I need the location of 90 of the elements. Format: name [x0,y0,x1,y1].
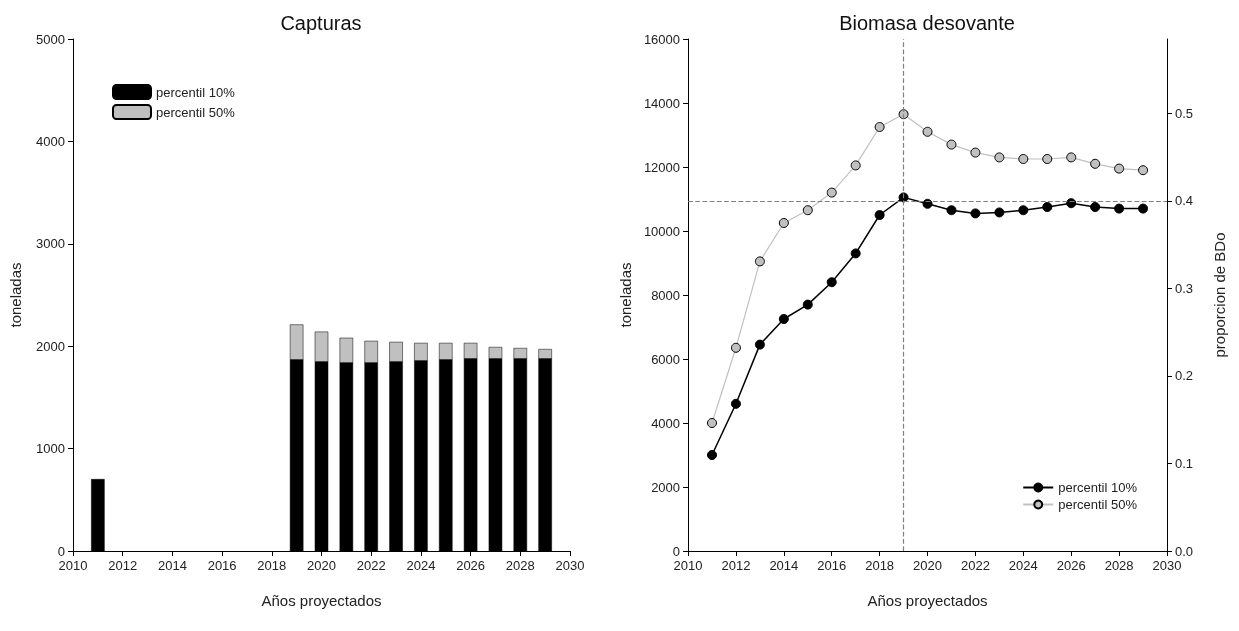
point [1138,165,1149,176]
x-tick-label: 2020 [913,558,942,573]
y2-tick-label: 0.1 [1175,455,1194,471]
point [707,450,717,460]
y-tick-label: 6000 [651,351,681,367]
x-tick-label: 2016 [817,558,847,573]
y-tick-label: 2000 [651,479,681,495]
x-tick-label: 2024 [1008,558,1038,573]
y2-tick-label: 0.3 [1175,280,1194,296]
point [778,218,789,228]
point [778,314,789,324]
x-tick-label: 2012 [108,558,138,573]
x-axis-title: Años proyectados [867,592,988,609]
x-tick-label: 2010 [673,558,703,573]
y2-tick-label: 0.0 [1175,543,1194,559]
y-tick-label: 2000 [36,338,65,354]
point [754,339,765,350]
point [730,398,741,409]
y2-axis-title: proporcion de BDo [1211,232,1228,358]
point [1066,198,1077,209]
y-tick-label: 0 [672,543,681,559]
y-tick-label: 3000 [36,236,65,252]
point [850,160,861,171]
x-tick-label: 2026 [1056,558,1086,573]
x-tick-label: 2022 [356,558,386,573]
y-tick-label: 4000 [36,133,65,149]
legend-label: percentil 10% [156,84,236,100]
point [1114,203,1125,214]
y-tick-label: 5000 [36,31,65,47]
point [1018,154,1029,164]
x-tick-label: 2022 [960,558,990,573]
point [1090,158,1101,169]
point [1042,154,1053,164]
point [802,205,813,216]
point [1066,152,1077,163]
point [874,210,885,220]
y-tick-label: 12000 [643,159,681,175]
point [994,207,1005,218]
point [874,122,885,132]
x-tick-label: 2018 [865,558,895,573]
x-tick-label: 2018 [257,558,287,573]
point [1042,202,1053,212]
x-tick-label: 2024 [406,558,436,573]
y2-tick-label: 0.2 [1175,368,1194,384]
y-axis-title: toneladas [617,262,634,328]
chart-title: Capturas [280,12,362,34]
x-tick-label: 2020 [307,558,336,573]
y-tick-label: 1000 [36,441,65,457]
legend-label: percentil 10% [1058,480,1138,495]
y-tick-label: 16000 [643,31,681,47]
point [946,205,957,216]
x-tick-label: 2026 [456,558,486,573]
y-tick-label: 4000 [651,415,681,431]
x-tick-label: 2028 [1104,558,1134,573]
point [922,198,933,209]
y-axis-title: toneladas [7,262,24,328]
point [994,152,1005,163]
y-tick-label: 10000 [643,223,681,239]
y-tick-label: 0 [57,543,65,559]
legend-label: percentil 50% [156,104,236,120]
x-tick-label: 2014 [157,558,187,573]
point [754,256,765,267]
legend-label: percentil 50% [1058,497,1138,512]
x-tick-label: 2030 [555,558,585,573]
point [707,418,717,428]
point [730,342,741,353]
point [946,139,957,150]
y-tick-label: 8000 [651,287,681,303]
point [1114,163,1125,174]
x-tick-label: 2010 [58,558,88,573]
y2-tick-label: 0.5 [1175,105,1194,121]
chart-title: Biomasa desovante [839,12,1015,34]
point [1138,203,1149,214]
x-tick-label: 2012 [721,558,751,573]
x-tick-label: 2030 [1152,558,1182,573]
point [1090,202,1101,212]
point [826,277,837,288]
point [802,299,813,310]
point [826,187,837,198]
point [1018,205,1029,216]
y2-tick-label: 0.4 [1175,193,1194,209]
point [850,248,861,259]
x-tick-label: 2028 [505,558,535,573]
point [922,126,933,137]
y-tick-label: 14000 [643,95,681,111]
point [970,208,981,219]
x-axis-title: Años proyectados [261,592,382,609]
x-tick-label: 2014 [769,558,799,573]
x-tick-label: 2016 [207,558,237,573]
point [970,147,981,158]
